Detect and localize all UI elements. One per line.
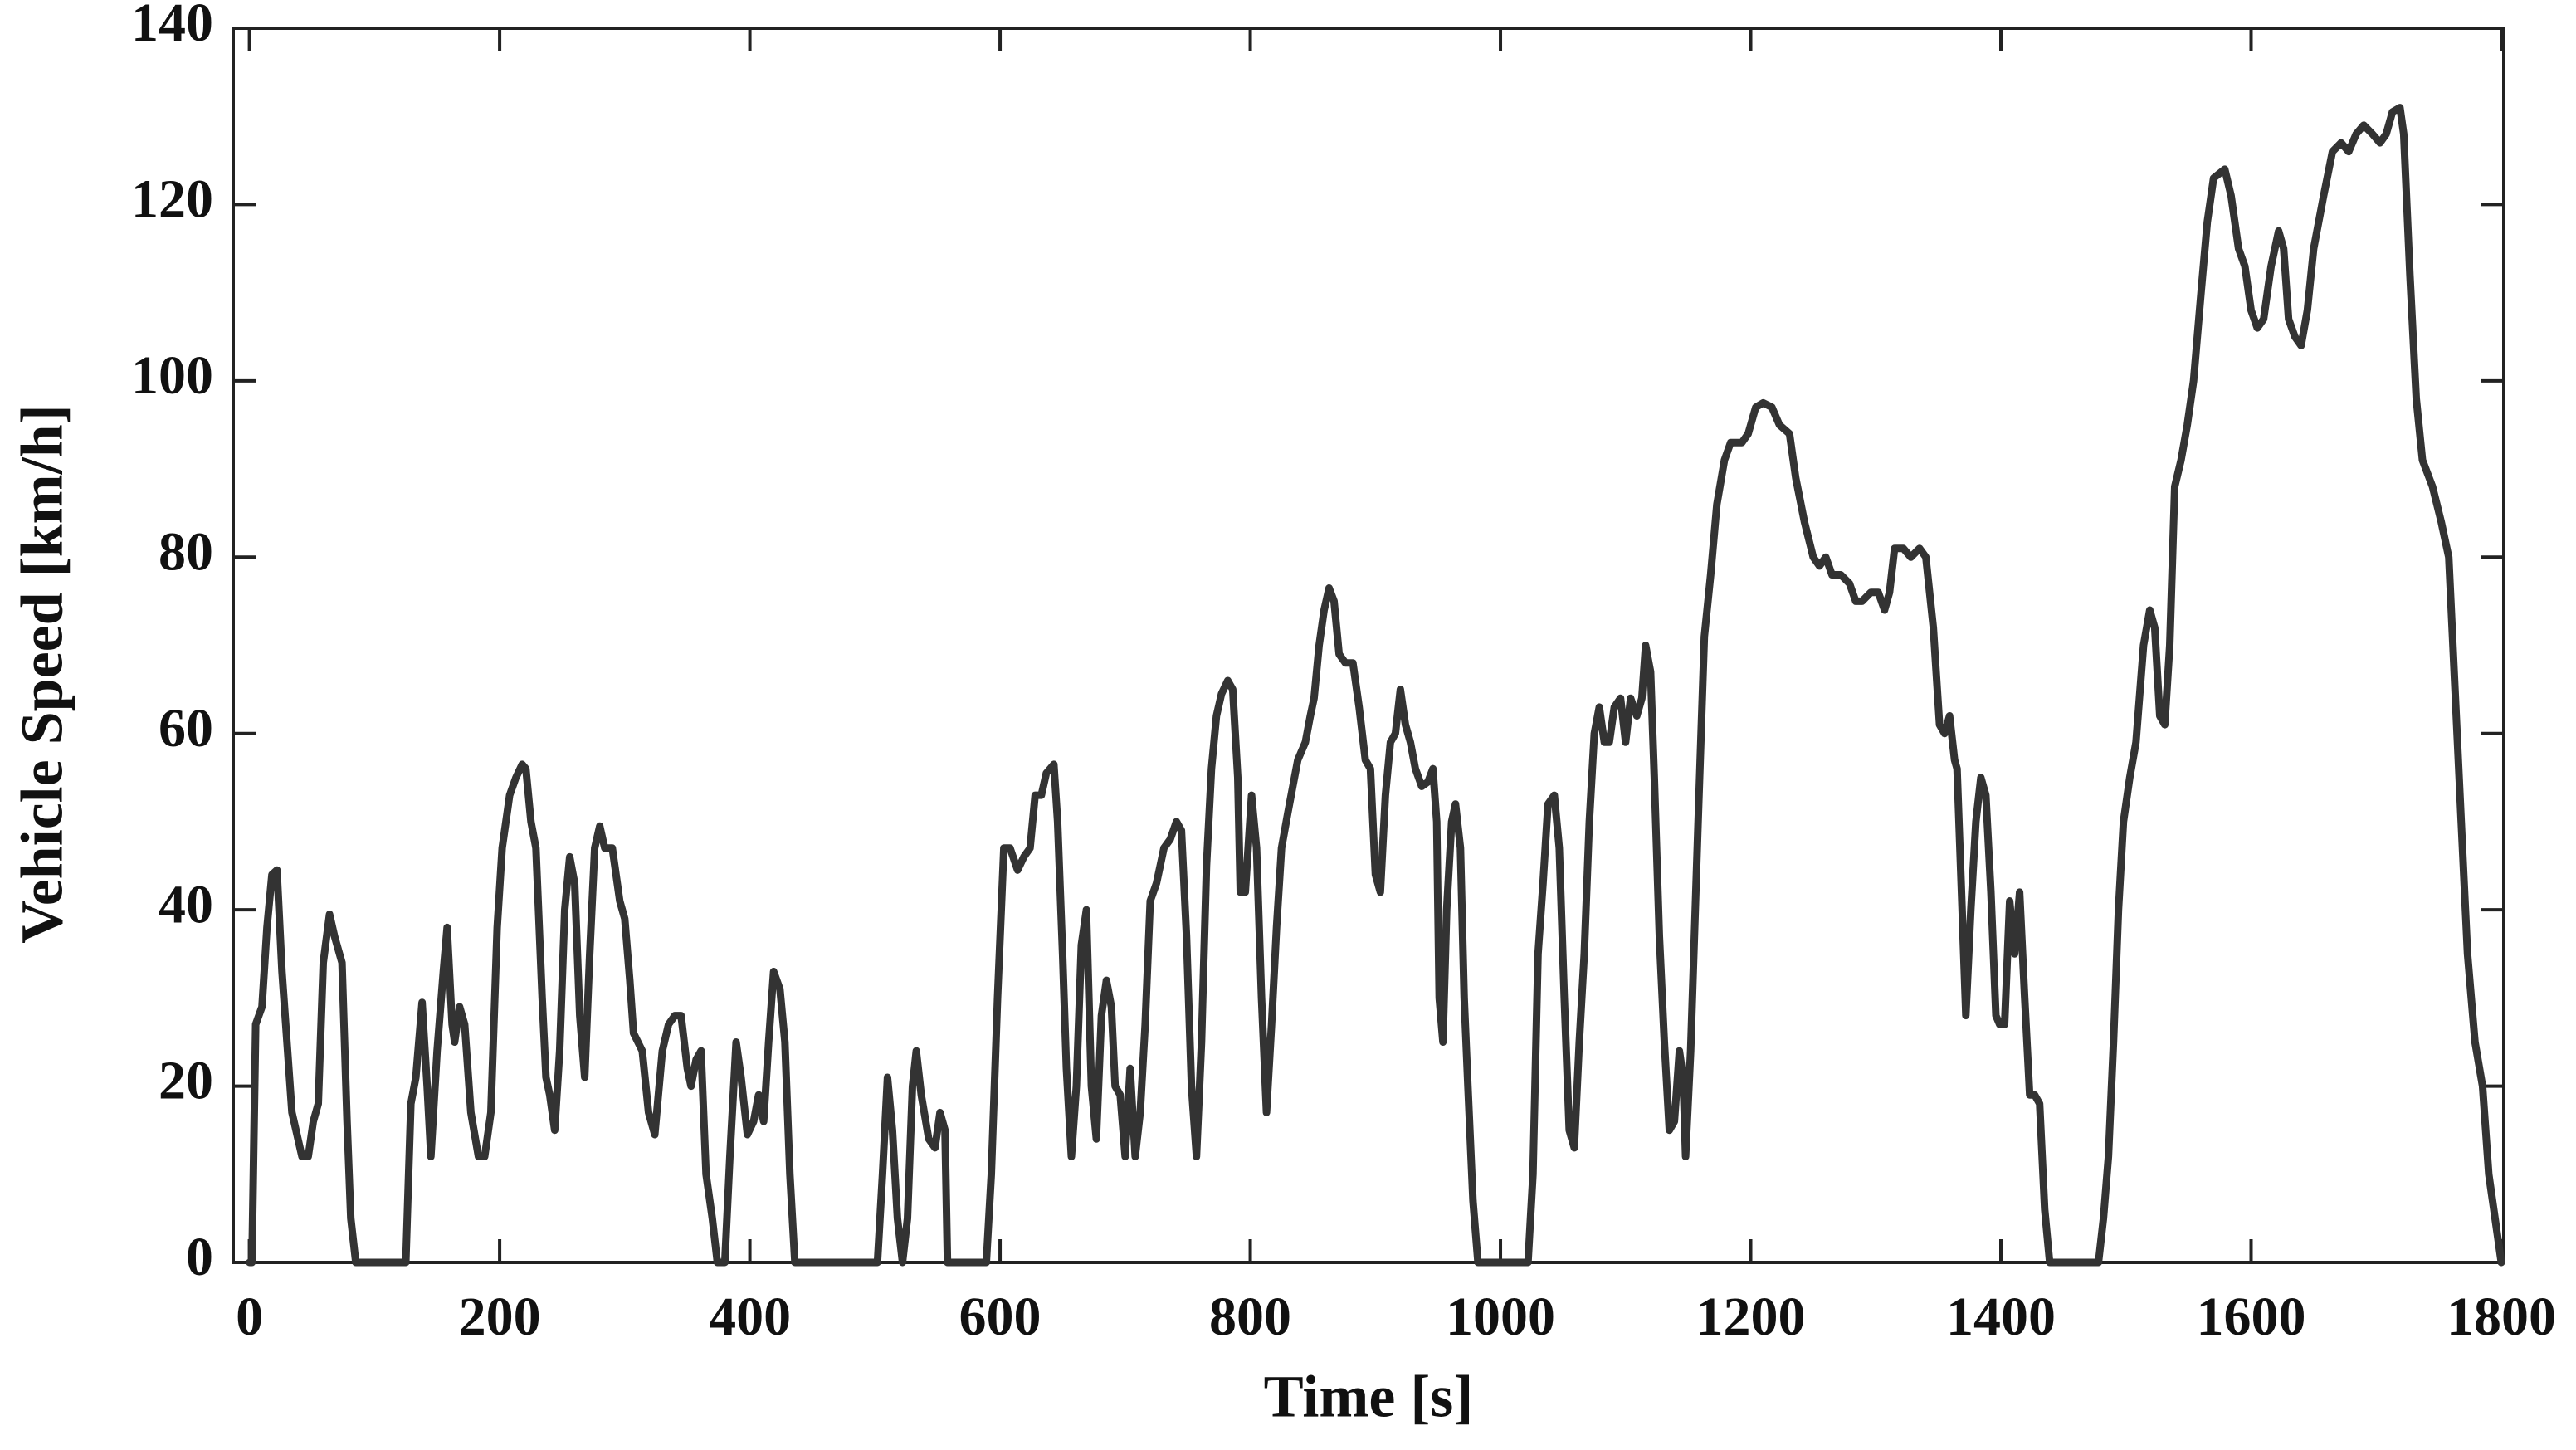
y-tick-label: 140 xyxy=(131,0,213,53)
x-axis-label: Time [s] xyxy=(1264,1364,1474,1430)
x-tick-label: 1600 xyxy=(2196,1286,2305,1347)
y-axis-label: Vehicle Speed [km/h] xyxy=(9,404,76,943)
y-tick-label: 100 xyxy=(131,345,213,406)
y-tick-label: 60 xyxy=(159,698,213,759)
x-tick-label: 800 xyxy=(1209,1286,1291,1347)
x-tick-label: 400 xyxy=(709,1286,791,1347)
x-tick-label: 600 xyxy=(959,1286,1042,1347)
y-tick-label: 80 xyxy=(159,521,213,582)
x-tick-label: 1800 xyxy=(2447,1286,2556,1347)
x-tick-label: 1000 xyxy=(1446,1286,1555,1347)
y-tick-label: 120 xyxy=(131,169,213,230)
x-tick-label: 1400 xyxy=(1946,1286,2056,1347)
x-tick-label: 1200 xyxy=(1696,1286,1806,1347)
plot-frame xyxy=(232,27,2505,1264)
x-tick-label: 0 xyxy=(236,1286,263,1347)
speed-line xyxy=(246,104,2505,1267)
y-tick-label: 20 xyxy=(159,1051,213,1111)
y-tick-label: 40 xyxy=(159,874,213,935)
x-tick-label: 200 xyxy=(459,1286,541,1347)
y-tick-label: 0 xyxy=(186,1227,213,1287)
